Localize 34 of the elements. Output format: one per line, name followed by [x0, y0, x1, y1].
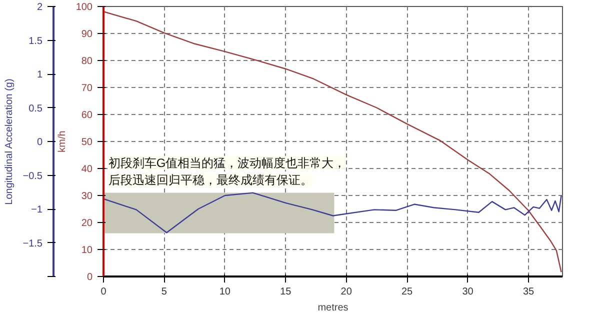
y2-tick-label: 0	[36, 137, 43, 148]
y2-tick-label: −1.5	[22, 238, 43, 250]
y-tick-label: 100	[76, 2, 93, 13]
x-tick-label: 20	[340, 286, 352, 298]
y-tick-label: 40	[81, 164, 93, 175]
y2-tick-label: 0.5	[28, 103, 43, 114]
x-tick-label: 0	[100, 286, 107, 298]
x-tick-label: 30	[462, 286, 474, 298]
annotation: 后段迅速回归平稳，最终成绩有保证。	[108, 172, 312, 187]
y2-axis-title: Longitudinal Acceleration (g)	[4, 78, 15, 205]
y-axis-title: km/h	[56, 130, 68, 152]
y2-tick-label: 2	[36, 2, 43, 13]
y2-tick-label: −1	[31, 204, 43, 216]
y-tick-label: 70	[81, 83, 93, 94]
y2-tick-label: 1.5	[28, 36, 43, 47]
y-tick-label: 60	[81, 110, 93, 121]
y-tick-label: 20	[81, 218, 93, 229]
annotation: 初段刹车G值相当的猛，波动幅度也非常大，	[108, 156, 346, 170]
x-axis-title: metres	[318, 302, 348, 314]
line-series	[104, 192, 562, 234]
x-tick-label: 10	[219, 286, 231, 298]
line-series	[104, 11, 562, 273]
x-tick-label: 35	[522, 286, 534, 298]
y2-tick-label: −0.5	[22, 170, 43, 182]
y-tick-label: 10	[81, 245, 93, 256]
y-tick-label: 80	[81, 56, 93, 67]
x-tick-label: 15	[280, 286, 292, 298]
y-tick-label: 90	[81, 29, 93, 40]
x-tick-label: 5	[161, 286, 168, 298]
y2-tick-label: 1	[36, 70, 43, 80]
y-tick-label: 50	[81, 137, 93, 148]
y-tick-label: 0	[86, 272, 93, 283]
x-tick-label: 25	[402, 286, 414, 298]
y-tick-label: 30	[81, 191, 93, 202]
